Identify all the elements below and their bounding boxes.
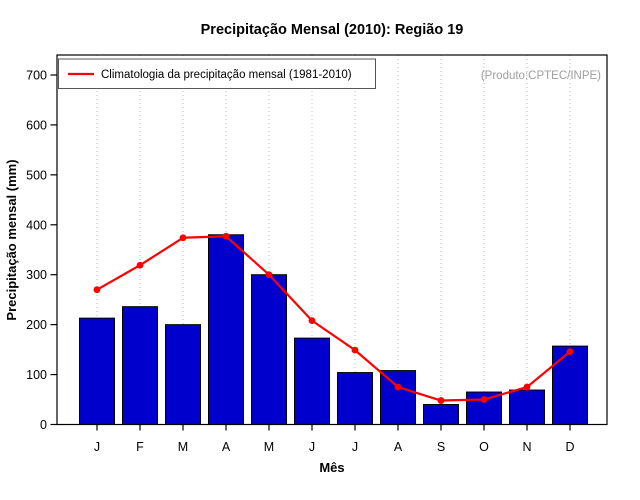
x-tick-label: A <box>222 440 231 454</box>
precipitation-bar <box>251 274 287 426</box>
y-tick-label: 100 <box>26 368 47 382</box>
climatology-point <box>265 271 273 279</box>
y-tick-label: 700 <box>26 69 47 83</box>
legend-label: Climatologia da precipitação mensal (198… <box>101 69 352 81</box>
x-tick-label: N <box>522 440 531 454</box>
x-tick-label: A <box>394 440 403 454</box>
climatology-point <box>93 286 101 294</box>
x-tick-label: F <box>136 440 144 454</box>
precipitation-bar <box>122 306 158 426</box>
legend-box <box>58 58 376 89</box>
y-tick-label: 600 <box>26 118 47 132</box>
climatology-point <box>136 261 144 269</box>
y-tick-label: 300 <box>26 268 47 282</box>
x-tick-label: D <box>565 440 574 454</box>
climatology-point <box>437 397 445 404</box>
climatology-point <box>222 232 230 240</box>
x-tick-label: M <box>178 440 188 454</box>
climatology-point <box>351 346 359 354</box>
x-tick-label: J <box>94 440 100 454</box>
precipitation-bar <box>294 337 330 425</box>
climatology-point <box>523 383 531 391</box>
plot-border <box>56 54 608 426</box>
y-tick-label: 200 <box>26 318 47 332</box>
y-tick-label: 0 <box>40 418 47 432</box>
x-tick-label: M <box>264 440 274 454</box>
precipitation-bar <box>79 317 115 425</box>
climatology-point <box>566 348 574 356</box>
watermark-label: (Produto:CPTEC/INPE) <box>481 70 601 82</box>
x-tick-label: O <box>479 440 489 454</box>
chart-title: Precipitação Mensal (2010): Região 19 <box>201 22 464 38</box>
x-tick-label: S <box>437 440 445 454</box>
x-tick-label: J <box>309 440 315 454</box>
y-tick-label: 500 <box>26 168 47 182</box>
precipitation-bar <box>552 345 588 426</box>
x-axis-title: Mês <box>319 460 344 475</box>
climatology-point <box>179 234 187 242</box>
climatology-point <box>480 396 488 403</box>
precipitation-bar <box>423 404 459 425</box>
x-tick-label: J <box>352 440 358 454</box>
y-axis-title: Precipitação mensal (mm) <box>4 159 19 320</box>
precipitation-bar <box>509 389 545 425</box>
climatology-point <box>394 383 402 391</box>
precipitation-bar <box>165 324 201 425</box>
precipitation-bar <box>380 370 416 426</box>
legend: Climatologia da precipitação mensal (198… <box>58 58 376 89</box>
y-tick-label: 400 <box>26 218 47 232</box>
bars <box>79 234 588 426</box>
y-axis-ticks: 0 100 200 300 400 500 600 700 <box>26 69 57 432</box>
climatology-line <box>93 232 574 404</box>
climatology-point <box>308 317 316 325</box>
precipitation-bar <box>337 372 373 425</box>
climatology-polyline <box>96 235 571 402</box>
precipitation-bar <box>208 234 244 425</box>
